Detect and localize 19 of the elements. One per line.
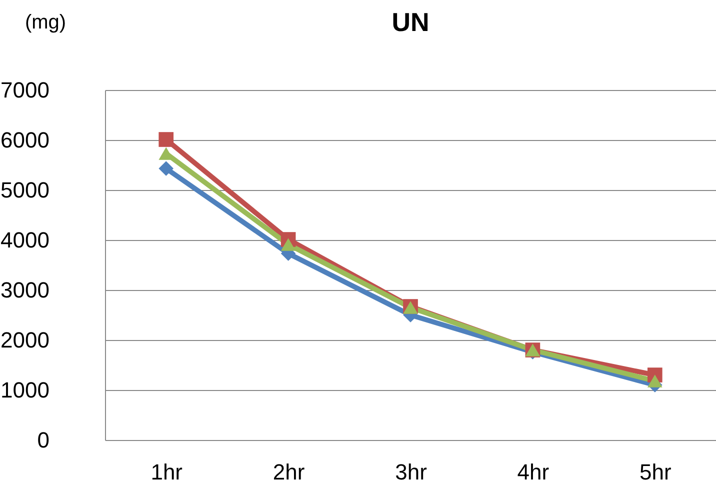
x-tick-label: 4hr (517, 460, 550, 484)
point (280, 238, 296, 251)
y-tick-label: 0 (37, 428, 50, 452)
y-tick-label: 6000 (0, 128, 50, 152)
chart-title: UN (392, 7, 430, 37)
x-tick-label: 3hr (395, 460, 427, 484)
y-tick-label: 4000 (0, 228, 50, 252)
y-tick-label: 1000 (0, 378, 50, 402)
y-tick-label: 5000 (0, 178, 50, 202)
x-tick-label: 1hr (150, 460, 182, 484)
y-tick-label: 7000 (0, 78, 50, 102)
x-tick-label: 2hr (272, 460, 305, 484)
y-tick-label: 3000 (0, 278, 50, 302)
point (158, 161, 174, 176)
point (647, 374, 662, 388)
y-axis-title: (mg) (24, 12, 66, 34)
x-tick-label: 5hr (640, 460, 672, 484)
point (158, 132, 174, 147)
y-tick-label: 2000 (0, 328, 50, 352)
